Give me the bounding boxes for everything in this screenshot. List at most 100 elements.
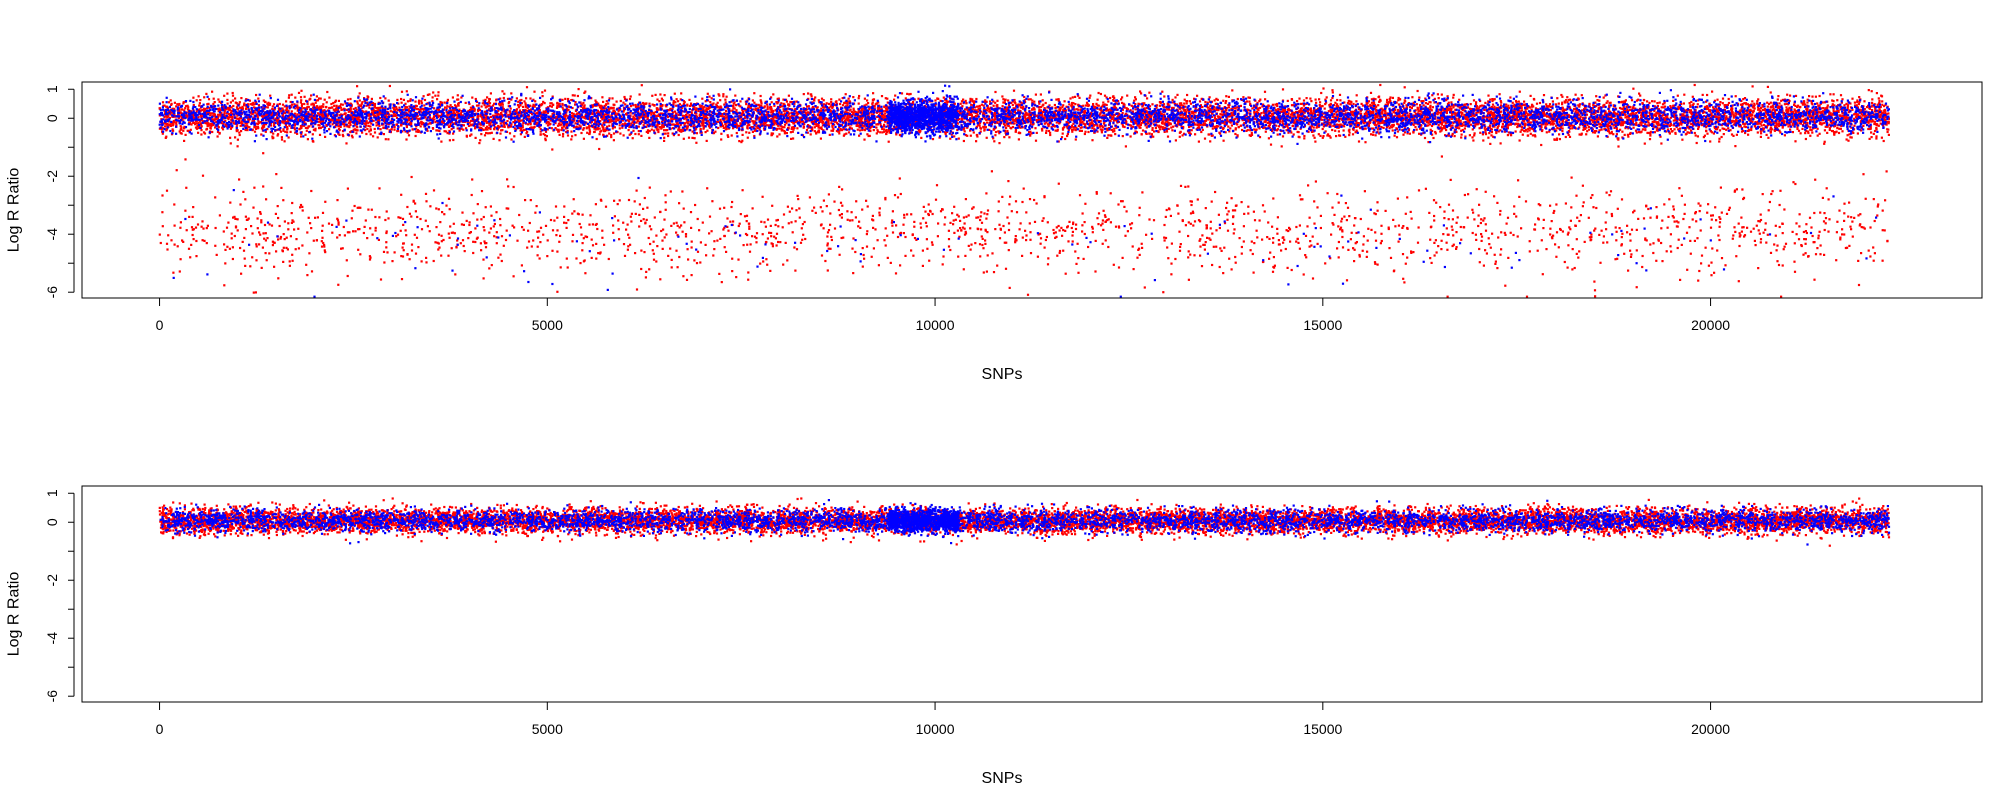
data-point — [1381, 119, 1384, 122]
data-point — [1274, 108, 1277, 111]
data-point — [788, 115, 791, 118]
data-point — [251, 109, 254, 112]
data-point — [1659, 135, 1662, 138]
data-point — [234, 97, 237, 100]
data-point — [758, 106, 761, 109]
data-point — [1792, 112, 1795, 115]
data-point — [710, 97, 713, 100]
data-point — [669, 107, 672, 110]
data-point — [801, 134, 805, 137]
data-point — [521, 124, 524, 127]
data-point — [447, 125, 451, 128]
data-point — [1403, 86, 1406, 89]
data-point — [1205, 118, 1208, 121]
data-point — [1883, 105, 1886, 108]
data-point — [255, 93, 258, 97]
data-point — [1498, 93, 1501, 96]
data-point — [688, 116, 691, 119]
data-point — [436, 98, 439, 101]
data-point — [1804, 117, 1807, 120]
data-point — [629, 105, 633, 108]
data-point — [1258, 136, 1262, 139]
data-point — [667, 109, 670, 112]
data-point — [1297, 119, 1300, 122]
data-point — [719, 114, 722, 118]
data-point — [1172, 125, 1175, 128]
data-point — [969, 97, 972, 100]
data-point — [722, 126, 725, 129]
data-point — [1139, 123, 1142, 126]
data-point — [733, 101, 736, 104]
data-point — [345, 142, 348, 145]
data-point — [1487, 94, 1490, 97]
data-point — [1436, 113, 1439, 116]
data-point — [790, 137, 793, 140]
data-point — [1574, 93, 1577, 96]
data-point — [1236, 106, 1239, 109]
data-point — [1492, 119, 1495, 122]
data-point — [1429, 108, 1432, 111]
data-point — [1666, 123, 1669, 126]
data-point — [1705, 126, 1708, 129]
data-point — [1778, 129, 1781, 132]
data-point — [1754, 115, 1757, 118]
data-point — [598, 106, 602, 109]
data-point — [318, 120, 321, 123]
data-point — [500, 114, 504, 117]
data-point — [1356, 130, 1359, 133]
data-point — [847, 131, 851, 134]
data-point — [1613, 110, 1616, 113]
data-point — [603, 105, 606, 108]
data-point — [1122, 125, 1125, 128]
data-point — [393, 128, 396, 131]
data-point — [574, 109, 578, 112]
data-point — [1115, 102, 1118, 105]
data-point — [217, 110, 220, 113]
data-point — [1355, 94, 1358, 97]
data-point — [220, 122, 223, 125]
data-point — [264, 130, 267, 133]
data-point — [673, 92, 676, 95]
data-point — [1473, 114, 1476, 118]
data-point — [229, 101, 232, 104]
data-point — [1720, 135, 1723, 139]
data-point — [240, 130, 243, 133]
data-point — [793, 102, 796, 105]
data-point — [666, 114, 669, 117]
data-point — [1762, 127, 1765, 130]
data-point — [255, 127, 258, 130]
data-point — [423, 98, 427, 102]
data-point — [835, 102, 839, 105]
data-point — [1170, 126, 1173, 129]
data-point — [1309, 107, 1312, 110]
data-point — [1029, 119, 1032, 122]
data-point — [1506, 134, 1509, 137]
data-point — [1710, 114, 1713, 117]
data-point — [171, 128, 174, 131]
data-point — [829, 105, 832, 108]
data-point — [1831, 99, 1834, 102]
data-point — [1113, 96, 1116, 99]
data-point — [1879, 119, 1882, 122]
data-point — [1658, 101, 1661, 104]
data-point — [1043, 116, 1046, 119]
data-point — [603, 115, 606, 118]
data-point — [876, 129, 879, 132]
data-point — [494, 107, 497, 110]
data-point — [332, 108, 335, 111]
data-point — [1102, 126, 1105, 129]
data-point — [637, 133, 640, 136]
data-point — [229, 127, 232, 130]
data-point — [293, 103, 296, 106]
data-point — [1167, 127, 1170, 130]
data-point — [1298, 97, 1301, 100]
data-point — [316, 99, 320, 102]
data-point — [300, 103, 304, 106]
data-point — [988, 128, 991, 131]
data-point — [1082, 111, 1085, 114]
data-point — [276, 103, 279, 106]
data-point — [411, 117, 414, 120]
data-point — [555, 128, 559, 131]
data-point — [342, 135, 345, 138]
data-point — [1696, 116, 1699, 120]
